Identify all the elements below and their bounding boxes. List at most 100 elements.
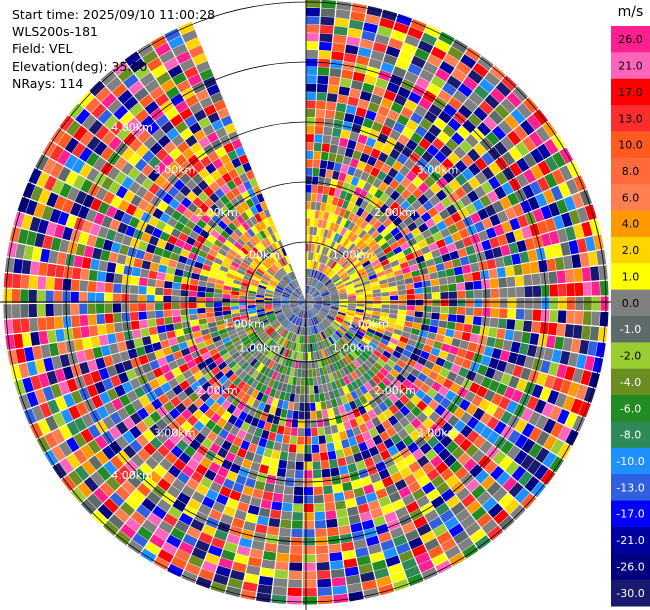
range-gate xyxy=(372,311,381,316)
range-gate xyxy=(492,450,507,465)
range-gate xyxy=(87,359,98,373)
range-gate xyxy=(241,317,250,323)
colorbar-tick-label: -21.0 xyxy=(616,534,644,547)
range-gate xyxy=(184,562,201,576)
range-gate xyxy=(280,519,292,529)
range-gate xyxy=(387,317,397,324)
range-gate xyxy=(125,517,142,532)
range-ring-label: 2.00km xyxy=(374,206,416,219)
range-gate xyxy=(182,147,195,160)
range-gate xyxy=(404,34,420,48)
range-gate xyxy=(242,403,252,414)
range-gate xyxy=(365,331,374,338)
range-gate xyxy=(441,422,453,435)
range-gate xyxy=(572,368,584,384)
range-gate xyxy=(303,335,306,344)
range-gate xyxy=(201,437,214,450)
range-gate xyxy=(304,310,306,319)
range-gate xyxy=(410,417,422,429)
range-gate xyxy=(197,313,207,320)
range-gate xyxy=(311,317,316,326)
range-gate xyxy=(226,403,237,414)
range-gate xyxy=(221,389,232,400)
range-gate xyxy=(306,108,316,118)
range-gate xyxy=(50,237,62,251)
range-gate xyxy=(306,294,310,302)
range-gate xyxy=(264,237,272,247)
range-gate xyxy=(422,200,434,212)
range-gate xyxy=(319,322,325,331)
range-gate xyxy=(44,449,59,466)
range-gate xyxy=(473,85,489,100)
range-gate xyxy=(481,152,495,166)
range-gate xyxy=(239,305,248,310)
range-gate xyxy=(144,541,161,556)
range-gate xyxy=(323,278,331,285)
range-gate xyxy=(395,459,408,471)
colorbar-swatch xyxy=(611,342,650,370)
range-gate xyxy=(416,523,432,537)
range-gate xyxy=(467,69,484,85)
range-gate xyxy=(416,495,430,508)
range-gate xyxy=(450,501,466,516)
range-gate xyxy=(51,428,66,445)
range-gate xyxy=(298,298,306,302)
range-gate xyxy=(157,134,171,148)
range-gate xyxy=(332,585,348,595)
range-gate xyxy=(314,134,323,143)
range-gate xyxy=(185,94,199,107)
range-gate xyxy=(344,192,353,202)
range-gate xyxy=(397,314,406,321)
range-gate xyxy=(51,179,65,195)
range-gate xyxy=(242,162,252,173)
range-gate xyxy=(222,289,232,295)
range-gate xyxy=(104,282,114,293)
range-gate xyxy=(400,200,411,211)
range-gate xyxy=(205,488,219,501)
range-gate xyxy=(362,182,372,193)
range-gate xyxy=(436,531,452,545)
range-gate xyxy=(322,303,331,306)
range-gate xyxy=(226,325,236,332)
range-gate xyxy=(166,127,180,141)
range-gate xyxy=(138,354,149,366)
range-gate xyxy=(141,260,152,270)
range-gate xyxy=(188,344,199,354)
range-gate xyxy=(214,339,224,348)
range-gate xyxy=(78,91,95,108)
range-gate xyxy=(290,324,296,333)
range-gate xyxy=(162,471,177,485)
range-gate xyxy=(290,427,298,436)
range-gate xyxy=(233,319,242,326)
range-gate xyxy=(327,450,337,460)
range-gate xyxy=(170,445,184,458)
range-gate xyxy=(334,278,342,285)
range-gate xyxy=(198,403,210,414)
range-gate xyxy=(110,241,122,254)
range-gate xyxy=(314,300,323,302)
range-gate xyxy=(114,362,126,375)
range-gate xyxy=(468,91,484,106)
range-gate xyxy=(276,468,287,478)
range-gate xyxy=(280,338,287,347)
range-gate xyxy=(407,221,418,232)
range-gate xyxy=(141,362,153,374)
range-gate xyxy=(276,381,284,391)
range-gate xyxy=(276,335,283,344)
range-gate xyxy=(328,416,337,426)
range-gate xyxy=(48,250,59,264)
range-gate xyxy=(496,383,508,396)
range-gate xyxy=(278,355,285,365)
range-gate xyxy=(360,210,370,220)
range-gate xyxy=(81,257,92,269)
range-gate xyxy=(459,140,473,154)
range-gate xyxy=(471,324,481,335)
range-gate xyxy=(131,489,146,504)
range-gate xyxy=(406,294,415,300)
range-gate xyxy=(247,304,256,309)
range-gate xyxy=(108,514,125,530)
range-ring-label: 1.00km xyxy=(332,248,374,261)
range-gate xyxy=(193,397,205,409)
range-gate xyxy=(300,296,306,302)
range-gate xyxy=(389,304,399,310)
